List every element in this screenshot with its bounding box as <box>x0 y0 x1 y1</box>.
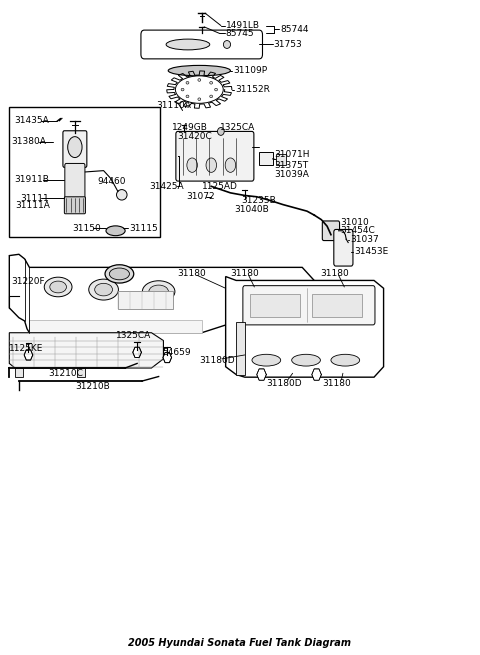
Text: 31180D: 31180D <box>266 379 302 388</box>
Ellipse shape <box>210 81 213 84</box>
Text: 31180: 31180 <box>230 269 259 278</box>
FancyBboxPatch shape <box>65 164 85 200</box>
Ellipse shape <box>95 284 112 296</box>
Text: 31180: 31180 <box>323 379 351 388</box>
Ellipse shape <box>106 226 125 236</box>
Text: 31220F: 31220F <box>11 277 45 286</box>
Text: 31180: 31180 <box>321 269 349 278</box>
Ellipse shape <box>217 128 224 136</box>
Ellipse shape <box>198 79 201 81</box>
Ellipse shape <box>198 98 201 100</box>
Text: 31071H: 31071H <box>275 151 310 159</box>
FancyBboxPatch shape <box>176 132 254 181</box>
Ellipse shape <box>206 158 216 172</box>
Bar <box>118 291 173 309</box>
Text: 1125AD: 1125AD <box>202 182 238 191</box>
Ellipse shape <box>166 39 210 50</box>
Bar <box>276 154 287 166</box>
Ellipse shape <box>187 158 197 172</box>
FancyBboxPatch shape <box>334 229 353 266</box>
Ellipse shape <box>223 41 230 48</box>
Bar <box>312 293 362 317</box>
Ellipse shape <box>44 277 72 297</box>
Ellipse shape <box>168 66 230 76</box>
Ellipse shape <box>50 281 66 293</box>
Polygon shape <box>163 352 171 363</box>
Text: 31040B: 31040B <box>234 206 269 214</box>
Text: 31110A: 31110A <box>157 101 192 110</box>
Polygon shape <box>9 333 163 368</box>
Text: 85744: 85744 <box>280 25 309 34</box>
Bar <box>236 322 245 375</box>
FancyBboxPatch shape <box>141 30 263 59</box>
Text: 54659: 54659 <box>162 348 191 357</box>
Bar <box>259 153 273 166</box>
Text: 31235B: 31235B <box>241 196 276 204</box>
Ellipse shape <box>215 88 217 91</box>
Text: 31210B: 31210B <box>75 382 109 391</box>
Polygon shape <box>133 347 142 358</box>
Ellipse shape <box>181 88 184 91</box>
Bar <box>77 368 85 377</box>
Ellipse shape <box>186 95 189 98</box>
Text: 31150: 31150 <box>72 223 101 233</box>
Ellipse shape <box>117 189 127 200</box>
Ellipse shape <box>331 354 360 366</box>
Text: 31210C: 31210C <box>48 369 84 378</box>
Ellipse shape <box>210 95 213 98</box>
Text: 1491LB: 1491LB <box>226 21 260 30</box>
Text: 31115: 31115 <box>129 223 158 233</box>
Text: 31180: 31180 <box>177 269 205 278</box>
Text: 85745: 85745 <box>226 29 254 38</box>
Bar <box>15 368 23 377</box>
Text: 31072: 31072 <box>186 193 215 201</box>
Text: 1325CA: 1325CA <box>220 123 255 132</box>
Text: 2005 Hyundai Sonata Fuel Tank Diagram: 2005 Hyundai Sonata Fuel Tank Diagram <box>129 637 351 648</box>
Polygon shape <box>226 276 384 377</box>
Text: 31753: 31753 <box>274 40 302 49</box>
Ellipse shape <box>225 158 236 172</box>
Ellipse shape <box>186 81 189 84</box>
FancyBboxPatch shape <box>243 286 375 325</box>
FancyBboxPatch shape <box>323 221 339 240</box>
Text: 1325CA: 1325CA <box>116 331 151 340</box>
Bar <box>29 320 202 333</box>
Ellipse shape <box>143 281 175 303</box>
Ellipse shape <box>89 279 119 300</box>
Text: 31454C: 31454C <box>340 226 375 235</box>
Text: 31010: 31010 <box>340 218 369 227</box>
Text: 31435A: 31435A <box>14 117 49 126</box>
Text: 31111: 31111 <box>20 194 48 202</box>
Bar <box>9 107 160 237</box>
Ellipse shape <box>252 354 281 366</box>
Ellipse shape <box>105 265 134 283</box>
Text: 31111A: 31111A <box>15 202 50 210</box>
Ellipse shape <box>109 268 130 280</box>
Text: 31453E: 31453E <box>354 247 388 256</box>
Text: 31039A: 31039A <box>275 170 309 179</box>
Polygon shape <box>312 369 322 380</box>
FancyBboxPatch shape <box>64 196 85 214</box>
Polygon shape <box>24 350 33 360</box>
Text: 31911B: 31911B <box>14 176 49 184</box>
Ellipse shape <box>292 354 321 366</box>
Text: 31152R: 31152R <box>235 85 270 94</box>
Ellipse shape <box>68 137 82 158</box>
Polygon shape <box>257 369 266 380</box>
Polygon shape <box>9 254 314 333</box>
Text: 31420C: 31420C <box>178 132 213 141</box>
Text: 1249GB: 1249GB <box>172 123 208 132</box>
Text: 94460: 94460 <box>97 177 126 185</box>
Text: 31037: 31037 <box>350 235 379 244</box>
Text: 31425A: 31425A <box>149 182 184 191</box>
Text: 31109P: 31109P <box>233 66 267 75</box>
Ellipse shape <box>149 285 168 298</box>
FancyBboxPatch shape <box>63 131 87 168</box>
Text: 31380A: 31380A <box>11 138 46 146</box>
Bar <box>250 293 300 317</box>
Ellipse shape <box>175 76 223 103</box>
Text: 31375T: 31375T <box>275 161 309 170</box>
Text: 1125KE: 1125KE <box>9 344 44 353</box>
Text: 31180D: 31180D <box>199 356 235 365</box>
